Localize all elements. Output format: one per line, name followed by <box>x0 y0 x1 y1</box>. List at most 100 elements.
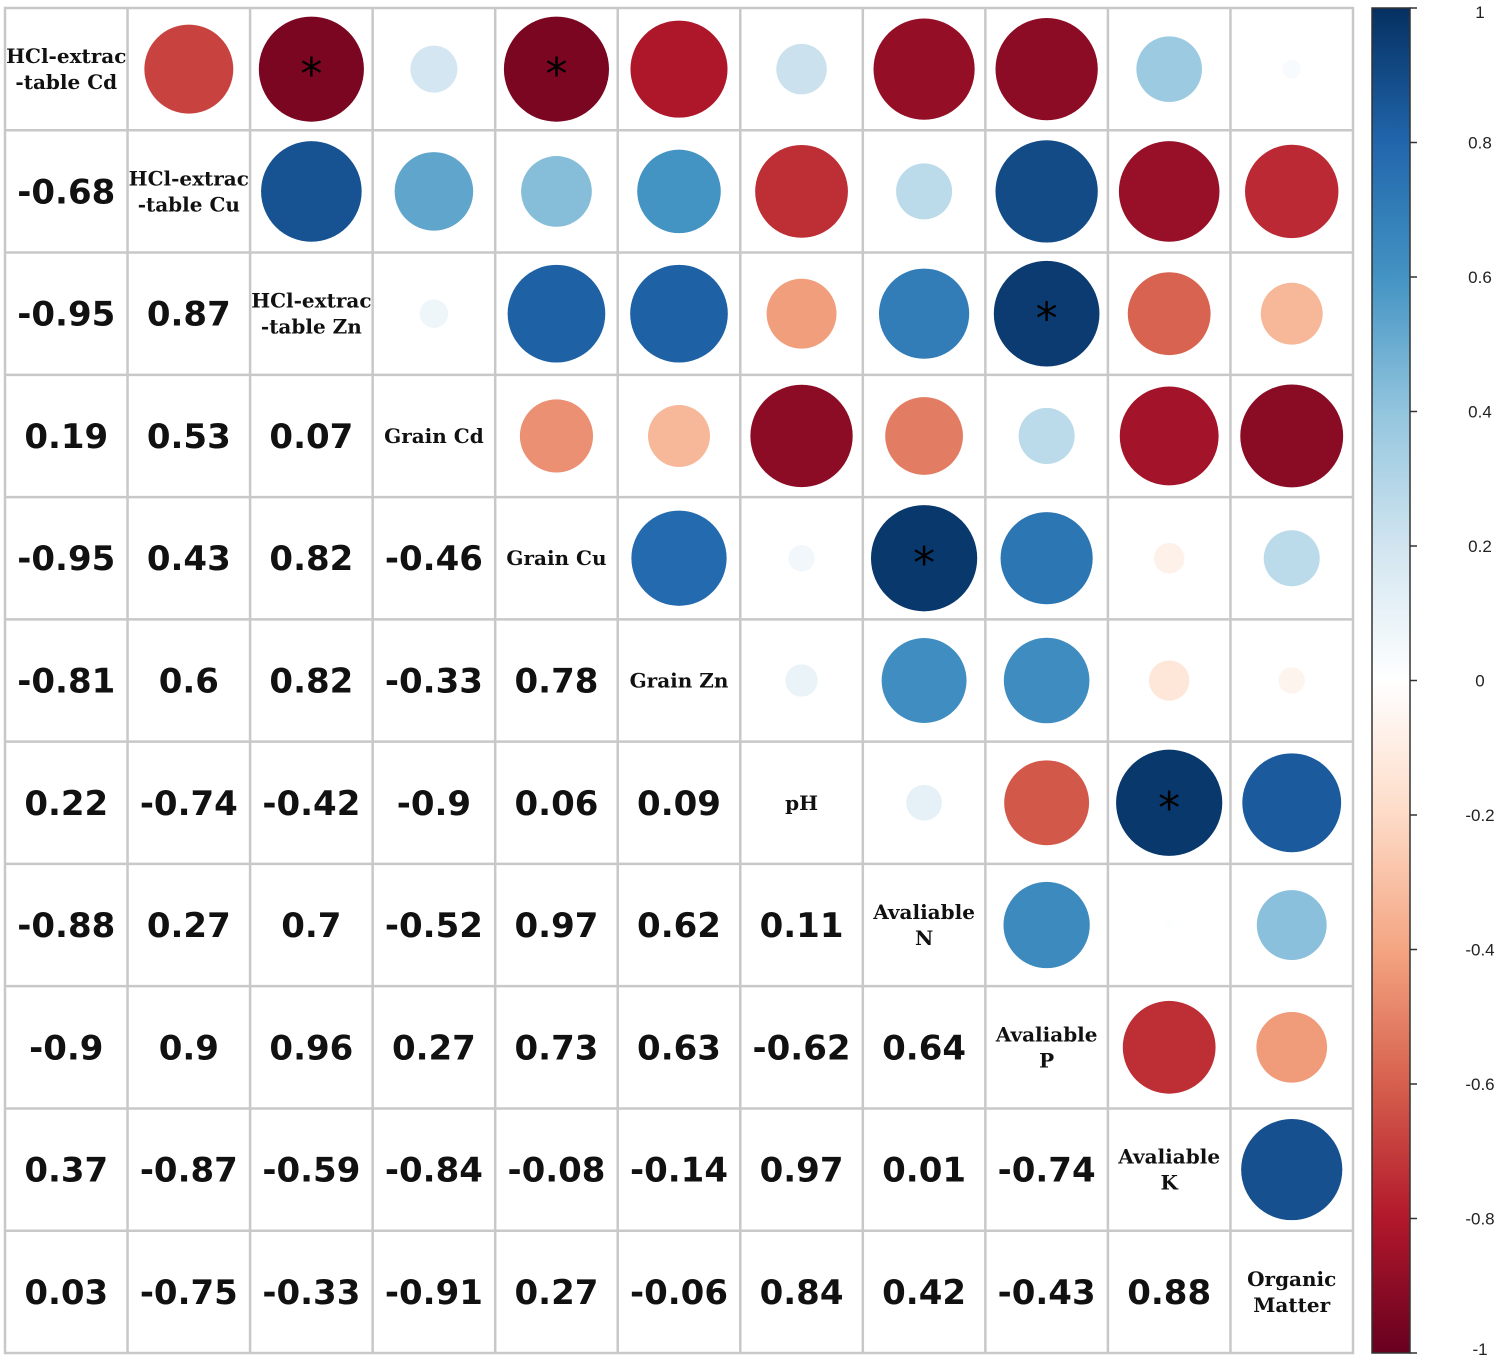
correlation-circle <box>519 399 594 473</box>
correlation-value: 0.09 <box>637 784 721 824</box>
correlation-value: -0.43 <box>998 1273 1096 1313</box>
variable-label-line: HCl-extrac <box>129 166 249 190</box>
correlation-value: 0.84 <box>760 1273 844 1313</box>
correlation-circle <box>1153 542 1185 574</box>
colorbar-gradient <box>1371 7 1411 1354</box>
correlation-circle <box>873 18 975 120</box>
significance-marker: * <box>1036 294 1058 345</box>
variable-label-line: pH <box>785 791 818 815</box>
correlation-circle <box>1241 1119 1343 1221</box>
grid-border <box>3 6 1355 1355</box>
correlation-circle <box>1242 753 1342 853</box>
correlation-value: 0.22 <box>24 784 108 824</box>
correlation-value: -0.91 <box>385 1273 483 1313</box>
correlation-circle <box>885 397 963 475</box>
colorbar-tick-label: 0.8 <box>1468 134 1492 153</box>
correlation-value: 0.19 <box>24 417 108 457</box>
correlation-circle <box>1119 386 1219 486</box>
correlation-value: 0.73 <box>515 1028 599 1068</box>
variable-label: HCl-extrac -table Zn <box>251 289 371 339</box>
correlation-circle <box>1127 272 1211 356</box>
correlation-value: -0.14 <box>630 1151 728 1191</box>
correlation-value: 0.27 <box>515 1273 599 1313</box>
correlation-value: -0.88 <box>17 906 115 946</box>
correlation-circle <box>878 268 970 359</box>
correlation-circle <box>394 152 474 231</box>
correlation-circle <box>258 16 364 122</box>
correlation-circle <box>788 545 815 572</box>
correlation-circle <box>630 20 728 118</box>
correlation-value: 0.7 <box>281 906 341 946</box>
significance-marker: * <box>545 49 567 100</box>
correlation-value: -0.42 <box>262 784 360 824</box>
correlation-value: -0.87 <box>140 1151 238 1191</box>
variable-label: HCl-extrac -table Cd <box>6 44 126 94</box>
correlation-circle <box>1256 890 1327 960</box>
correlation-circle <box>1018 407 1075 464</box>
correlation-value: 0.64 <box>882 1028 966 1068</box>
colorbar-tick-label: 0.2 <box>1468 537 1492 556</box>
correlation-value: -0.84 <box>385 1151 483 1191</box>
correlation-circle <box>1004 760 1090 846</box>
variable-label: Avaliable K <box>1117 1145 1220 1195</box>
correlation-value: 0.82 <box>269 662 353 702</box>
correlation-value: -0.52 <box>385 906 483 946</box>
correlation-circle <box>881 638 967 723</box>
correlation-circle <box>261 141 362 242</box>
matrix-cells: HCl-extrac -table Cd * *-0.68 HCl-extrac -tab… <box>6 16 1344 1317</box>
variable-label: Organic Matter <box>1247 1267 1336 1317</box>
correlation-circle <box>419 299 449 328</box>
correlation-circle <box>637 149 721 234</box>
variable-label: Avaliable N <box>872 900 975 950</box>
correlation-circle <box>906 784 942 821</box>
correlation-value: 0.6 <box>159 662 219 702</box>
variable-label-line: Matter <box>1253 1293 1330 1317</box>
correlation-value: -0.62 <box>753 1028 851 1068</box>
correlation-circle <box>1245 144 1339 239</box>
correlation-circle <box>995 17 1098 121</box>
correlation-circle <box>755 145 848 238</box>
correlation-circle <box>1240 384 1344 488</box>
colorbar-tick-label: 1 <box>1475 3 1484 22</box>
colorbar-tick-label: 0.4 <box>1468 403 1492 422</box>
correlation-value: 0.9 <box>159 1028 219 1068</box>
correlation-circle <box>1003 881 1090 969</box>
correlation-value: 0.42 <box>882 1273 966 1313</box>
variable-label-line: N <box>915 926 933 950</box>
correlation-value: -0.9 <box>397 784 471 824</box>
correlation-circle <box>521 156 592 227</box>
correlation-circle <box>648 404 710 467</box>
correlation-value: 0.82 <box>269 539 353 579</box>
correlation-circle <box>144 24 234 114</box>
correlation-circle <box>630 264 728 363</box>
correlation-circle <box>750 384 853 488</box>
variable-label: Grain Cd <box>384 424 484 448</box>
variable-label-line: Avaliable <box>995 1022 1098 1046</box>
correlation-value: -0.75 <box>140 1273 238 1313</box>
correlation-circle <box>1003 637 1090 724</box>
variable-label: pH <box>785 791 818 815</box>
colorbar-tick-label: 0 <box>1475 672 1484 691</box>
correlation-value: 0.07 <box>269 417 353 457</box>
colorbar-tick-label: -1 <box>1472 1340 1487 1359</box>
correlation-value: 0.97 <box>515 906 599 946</box>
correlation-value: 0.97 <box>760 1151 844 1191</box>
variable-label-line: K <box>1160 1171 1178 1195</box>
correlation-circle <box>1000 512 1093 605</box>
correlation-value: -0.74 <box>998 1151 1096 1191</box>
correlation-circle <box>1149 660 1190 701</box>
variable-label-line: P <box>1039 1048 1054 1072</box>
correlation-value: -0.33 <box>262 1273 360 1313</box>
correlation-value: 0.27 <box>392 1028 476 1068</box>
correlation-value: -0.95 <box>17 295 115 335</box>
correlation-value: 0.01 <box>882 1151 966 1191</box>
correlation-value: 0.63 <box>637 1028 721 1068</box>
variable-label-line: -table Cd <box>15 70 117 94</box>
colorbar: 1 0.8 0.6 0.4 0.2 0 -0.2 -0.4 -0.6 -0.8 -1 <box>1371 3 1495 1359</box>
correlation-circle <box>785 664 818 697</box>
variable-label: Avaliable P <box>995 1022 1098 1072</box>
correlation-value: 0.11 <box>760 906 844 946</box>
correlation-circle <box>993 260 1100 367</box>
correlation-value: 0.43 <box>147 539 231 579</box>
